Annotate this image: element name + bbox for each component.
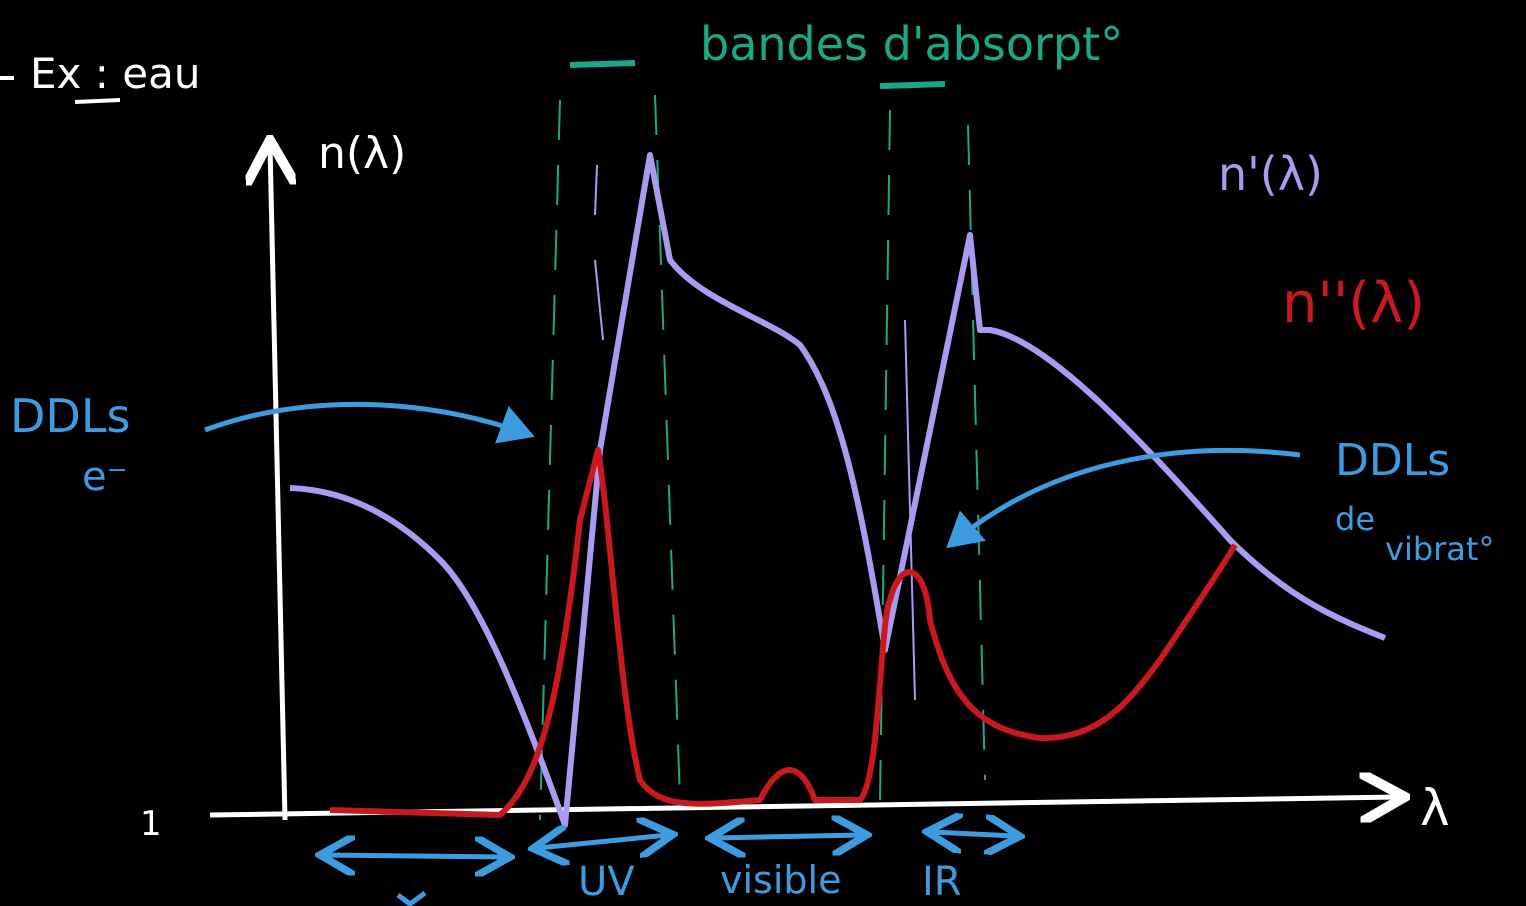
sketch-stroke [594,259,604,341]
annotation-arrow [204,401,535,444]
legend-real: n'(λ) [1218,147,1323,201]
range-label: UV [578,859,635,905]
underline [74,98,121,104]
y-axis-label: n(λ) [318,128,406,179]
sketch-stroke [396,890,427,906]
sketch-stroke [594,164,598,216]
y-axis [270,145,285,821]
legend-dash [569,60,636,68]
range-arrow [538,835,668,848]
annotation: DDLs [1335,435,1450,486]
band-line [879,109,891,801]
real-index-curve [289,152,1387,828]
band-line [654,94,681,801]
range-arrow [325,855,505,857]
band-line [967,124,986,781]
x-axis-label: λ [1420,779,1450,837]
range-label: visible [720,858,841,902]
annotation-arrow [946,447,1301,549]
annotation: de [1335,500,1375,538]
range-label: IR [922,859,962,905]
band-line [539,99,561,821]
range-arrow [932,832,1015,836]
title: Ex : eau [30,49,200,98]
annotation: DDLs [10,389,130,443]
underline [879,81,946,89]
legend-imaginary: n''(λ) [1282,271,1425,336]
annotation: e⁻ [82,454,128,500]
range-arrow [715,835,862,838]
origin-label: 1 [140,804,162,844]
annotation: vibrat° [1385,530,1494,568]
imaginary-index-curve [329,447,1238,818]
sketch-stroke [904,319,916,701]
bands-label: bandes d'absorpt° [700,17,1123,71]
